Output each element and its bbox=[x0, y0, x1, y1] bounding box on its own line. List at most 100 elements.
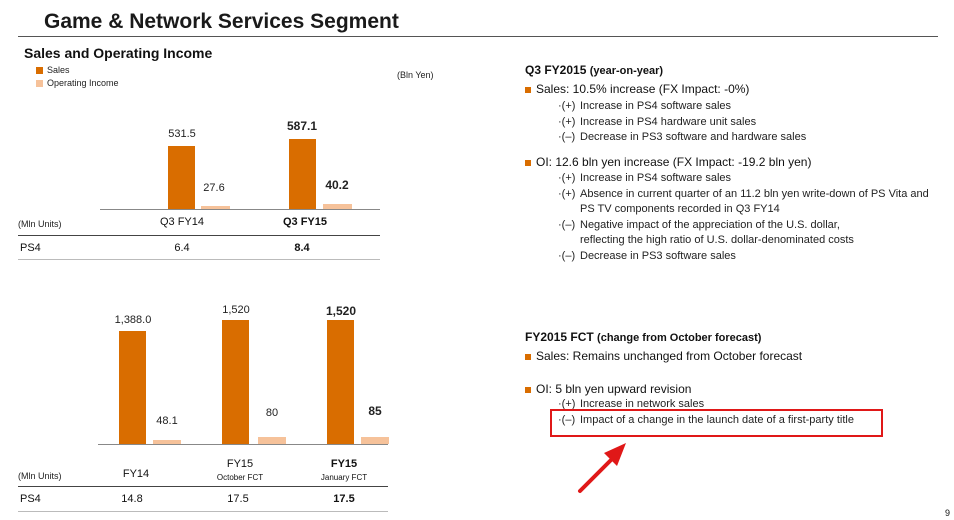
chart1-units-label: (Mln Units) bbox=[18, 219, 62, 229]
legend-oi-swatch bbox=[36, 80, 43, 88]
list-item-text: Increase in PS4 software sales bbox=[580, 100, 732, 112]
list-item-text: Increase in PS4 software sales bbox=[580, 172, 732, 184]
arrow-shaft bbox=[578, 455, 616, 493]
list-item: ·(+) Increase in PS4 software sales bbox=[558, 172, 929, 188]
unit-label: (Bln Yen) bbox=[397, 70, 434, 80]
chart2-category-sub-1: October FCT bbox=[216, 473, 264, 482]
list-item: PS TV components recorded in Q3 FY14 bbox=[558, 203, 929, 219]
chart2-category-1: FY15 bbox=[226, 458, 254, 470]
list-item-text: Increase in PS4 hardware unit sales bbox=[580, 115, 757, 128]
chart1-oi-label-0: 27.6 bbox=[203, 182, 225, 194]
chart1-sales-bar-0 bbox=[168, 145, 195, 209]
arrow-head bbox=[604, 443, 626, 466]
chart2-row-label: PS4 bbox=[20, 493, 41, 505]
list-item: ·(+) Increase in network sales bbox=[558, 398, 854, 414]
bullet-icon bbox=[525, 159, 531, 166]
list-item: ·(–) Decrease in PS3 software and hardwar… bbox=[558, 131, 806, 147]
chart1-row-value-1: 8.4 bbox=[294, 242, 310, 254]
red-arrow-icon bbox=[578, 443, 626, 493]
chart1-table-top-rule bbox=[18, 235, 380, 236]
chart1-oi-label-1: 40.2 bbox=[325, 178, 349, 192]
bullet-icon bbox=[525, 386, 531, 393]
chart1-sales-bar-1 bbox=[289, 139, 316, 209]
list-item-mark: ·(+) bbox=[558, 187, 576, 200]
fct-sales-line: Sales: Remains unchanged from October fo… bbox=[525, 349, 802, 363]
fct-oi-line: OI: 5 bln yen upward revision bbox=[525, 382, 691, 396]
chart1-baseline bbox=[100, 209, 380, 210]
section-title: Sales and Operating Income bbox=[24, 45, 213, 61]
list-item: ·(–) Impact of a change in the launch dat… bbox=[558, 414, 854, 430]
list-item-mark: ·(+) bbox=[558, 172, 576, 184]
chart2-table-top-rule bbox=[18, 486, 388, 487]
q3-heading-suffix: (year-on-year) bbox=[589, 65, 664, 77]
list-item-mark: ·(+) bbox=[558, 115, 576, 128]
chart2-oi-label-0: 48.1 bbox=[156, 415, 178, 427]
chart2-category-0: FY14 bbox=[122, 468, 150, 480]
chart2-sales-label-0: 1,388.0 bbox=[114, 314, 152, 326]
page-title: Game & Network Services Segment bbox=[44, 10, 399, 33]
fct-oi-text: OI: 5 bln yen upward revision bbox=[536, 382, 692, 396]
q3-oi-line: OI: 12.6 bln yen increase (FX Impact: -1… bbox=[525, 155, 811, 169]
fct-heading: FY2015 FCT (change from October forecast… bbox=[525, 330, 761, 344]
legend-sales: Sales bbox=[36, 65, 70, 75]
list-item: ·(+) Increase in PS4 software sales bbox=[558, 100, 806, 116]
fct-oi-list: ·(+) Increase in network sales ·(–) Impact… bbox=[558, 398, 854, 430]
list-item-text: reflecting the high ratio of U.S. dollar… bbox=[580, 234, 854, 246]
chart2-sales-bar-2 bbox=[327, 319, 354, 444]
list-item: reflecting the high ratio of U.S. dollar… bbox=[558, 234, 929, 250]
chart1-oi-bar-1 bbox=[323, 204, 352, 209]
highlight-box bbox=[550, 409, 883, 437]
bullet-icon bbox=[525, 353, 531, 360]
chart1-table-bottom-rule bbox=[18, 259, 380, 260]
q3-heading: Q3 FY2015 (year-on-year) bbox=[525, 63, 663, 77]
chart2-category-2: FY15 bbox=[330, 458, 358, 470]
chart1-category-0: Q3 FY14 bbox=[159, 216, 205, 228]
list-item-mark: ·(+) bbox=[558, 398, 576, 410]
list-item-text: Negative impact of the appreciation of t… bbox=[580, 218, 840, 231]
list-item: ·(–) Decrease in PS3 software sales bbox=[558, 250, 929, 266]
chart1-category-1: Q3 FY15 bbox=[282, 216, 328, 228]
list-item-text: Impact of a change in the launch date of… bbox=[580, 414, 854, 426]
list-item-text: Increase in network sales bbox=[580, 398, 705, 410]
q3-oi-text: OI: 12.6 bln yen increase (FX Impact: -1… bbox=[536, 155, 812, 169]
list-item-text: Decrease in PS3 software sales bbox=[580, 249, 736, 262]
chart2-sales-label-1: 1,520 bbox=[222, 304, 250, 316]
q3-sales-list: ·(+) Increase in PS4 software sales ·(+) I… bbox=[558, 100, 806, 147]
fct-heading-suffix: (change from October forecast) bbox=[597, 332, 762, 344]
chart1-row-label: PS4 bbox=[20, 242, 41, 254]
title-divider bbox=[18, 36, 938, 37]
list-item-text: Absence in current quarter of an 11.2 bl… bbox=[580, 187, 929, 200]
chart2-row-value-1: 17.5 bbox=[227, 493, 249, 505]
q3-sales-line: Sales: 10.5% increase (FX Impact: -0%) bbox=[525, 82, 749, 96]
q3-oi-list: ·(+) Increase in PS4 software sales ·(+) A… bbox=[558, 172, 929, 265]
chart2-baseline bbox=[98, 444, 388, 445]
chart2-units-label: (Mln Units) bbox=[18, 471, 62, 481]
chart2-row-value-2: 17.5 bbox=[333, 493, 355, 505]
chart2-sales-bar-1 bbox=[222, 319, 249, 444]
fct-sales-text: Sales: Remains unchanged from October fo… bbox=[536, 349, 803, 363]
chart2-category-sub-2: January FCT bbox=[320, 473, 368, 482]
chart2-oi-bar-0 bbox=[153, 440, 181, 444]
q3-heading-main: Q3 FY2015 bbox=[525, 63, 587, 77]
list-item-text: PS TV components recorded in Q3 FY14 bbox=[580, 203, 780, 215]
chart2-oi-label-1: 80 bbox=[265, 407, 279, 419]
legend-oi: Operating Income bbox=[36, 78, 119, 88]
list-item: ·(–) Negative impact of the appreciation … bbox=[558, 219, 929, 235]
fct-heading-main: FY2015 FCT bbox=[525, 330, 594, 344]
chart2-oi-label-2: 85 bbox=[368, 404, 382, 418]
q3-sales-text: Sales: 10.5% increase (FX Impact: -0%) bbox=[536, 82, 750, 96]
chart2-sales-bar-0 bbox=[119, 330, 146, 444]
list-item-mark: ·(+) bbox=[558, 100, 576, 112]
chart1-oi-bar-0 bbox=[201, 205, 230, 209]
chart2-row-value-0: 14.8 bbox=[121, 493, 143, 505]
list-item-mark: ·(–) bbox=[558, 414, 576, 426]
chart1-sales-label-1: 587.1 bbox=[286, 119, 318, 133]
list-item: ·(+) Absence in current quarter of an 11.… bbox=[558, 188, 929, 204]
legend-sales-swatch bbox=[36, 67, 43, 75]
bullet-icon bbox=[525, 86, 531, 93]
legend-sales-label: Sales bbox=[47, 65, 70, 75]
list-item-mark: ·(–) bbox=[558, 131, 576, 143]
legend-oi-label: Operating Income bbox=[47, 78, 119, 88]
page-number: 9 bbox=[944, 508, 950, 518]
chart1-sales-label-0: 531.5 bbox=[168, 128, 196, 140]
